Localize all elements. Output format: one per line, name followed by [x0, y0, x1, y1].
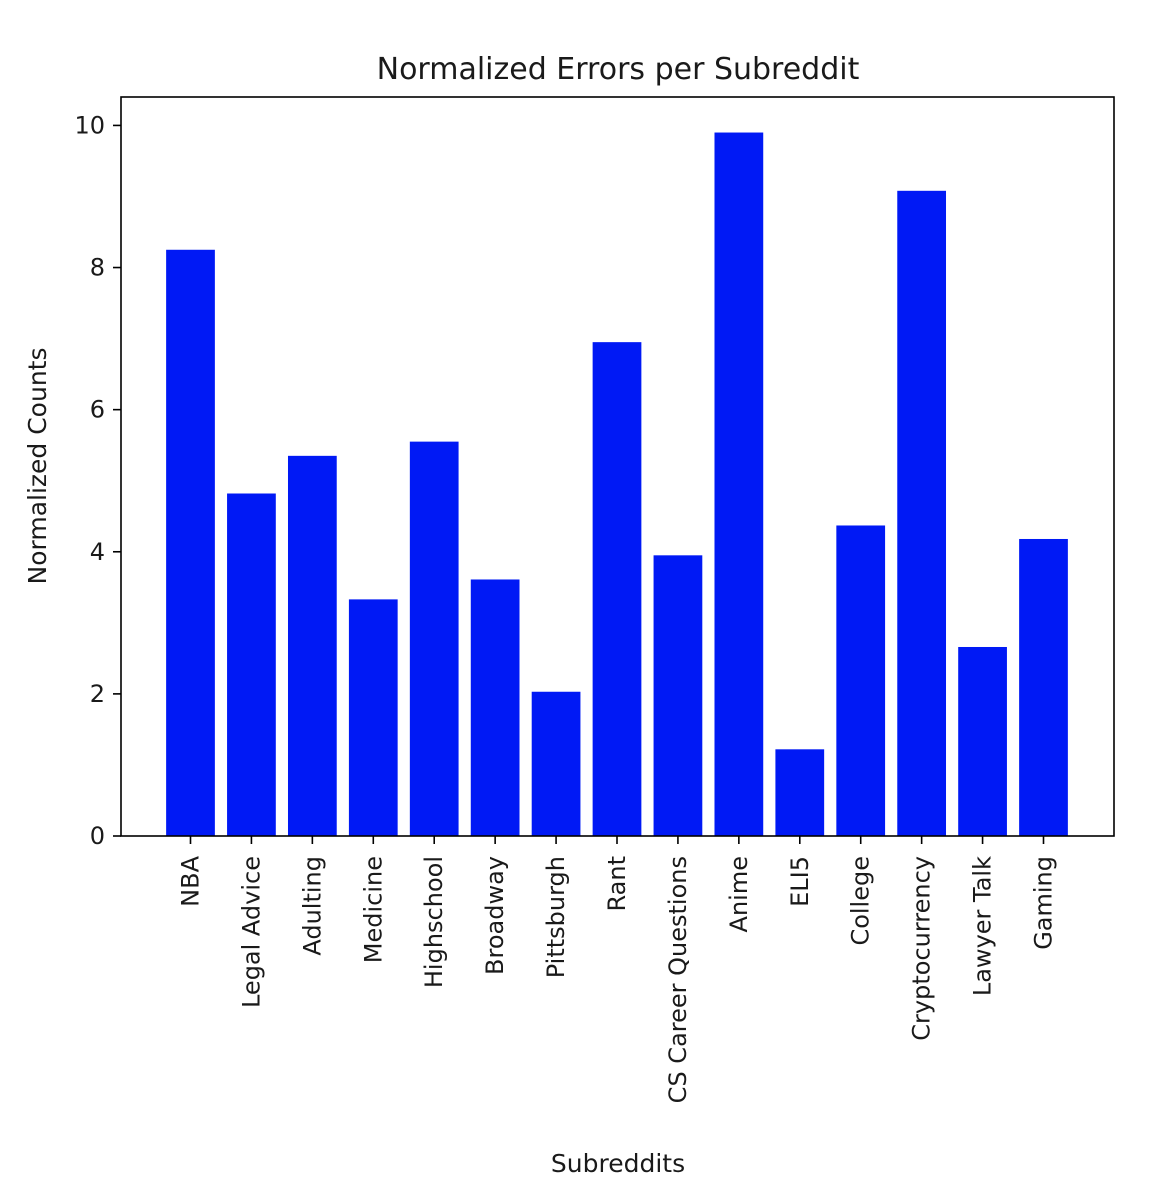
- x-tick-label: ELI5: [786, 856, 814, 907]
- x-tick-label: Broadway: [481, 856, 509, 975]
- bar-college: [836, 525, 886, 836]
- y-axis: 0 2 4 6 8 10: [74, 111, 121, 850]
- bar-highschool: [409, 441, 459, 836]
- y-tick-label: 4: [90, 538, 105, 566]
- y-tick-label: 10: [74, 111, 105, 139]
- x-tick-label: Gaming: [1030, 856, 1058, 950]
- bar-medicine: [348, 599, 398, 836]
- bar-gaming: [1019, 538, 1068, 836]
- y-tick-label: 6: [90, 396, 105, 424]
- bar-adulting: [287, 455, 337, 836]
- bar-nba: [166, 249, 215, 836]
- plot-frame: [120, 96, 1115, 837]
- x-tick-label: Legal Advice: [237, 856, 265, 1008]
- x-tick-label: Lawyer Talk: [969, 856, 997, 996]
- bar-eli5: [775, 749, 825, 836]
- chart-title: Normalized Errors per Subreddit: [377, 52, 860, 87]
- x-axis-label: Subreddits: [551, 1149, 685, 1178]
- y-tick-label: 8: [90, 254, 105, 282]
- y-axis-label: Normalized Counts: [23, 348, 52, 585]
- x-tick-label: Cryptocurrency: [908, 856, 936, 1041]
- x-tick-label: NBA: [177, 855, 205, 906]
- x-tick-label: Anime: [725, 856, 753, 932]
- bar-lawyer-talk: [958, 646, 1007, 836]
- bar-pittsburgh: [531, 691, 581, 836]
- bar-cs-career-questions: [653, 555, 703, 836]
- bar-rant: [592, 342, 642, 836]
- x-tick-label: Adulting: [298, 856, 326, 956]
- bars-layer: [166, 132, 1068, 837]
- x-tick-label: Rant: [603, 856, 631, 911]
- y-tick-label: 0: [90, 822, 105, 850]
- x-tick-label: Medicine: [359, 856, 387, 963]
- x-tick-label: Highschool: [420, 856, 448, 988]
- x-axis: NBA Legal Advice Adulting Medicine Highschoo…: [177, 836, 1058, 1103]
- x-tick-label: Pittsburgh: [542, 856, 570, 978]
- x-tick-label: College: [847, 856, 875, 946]
- y-tick-label: 2: [90, 680, 105, 708]
- bar-broadway: [470, 579, 520, 836]
- x-tick-label: CS Career Questions: [664, 856, 692, 1103]
- bar-anime: [714, 132, 764, 836]
- bar-cryptocurrency: [897, 190, 947, 837]
- bar-legal-advice: [227, 493, 276, 836]
